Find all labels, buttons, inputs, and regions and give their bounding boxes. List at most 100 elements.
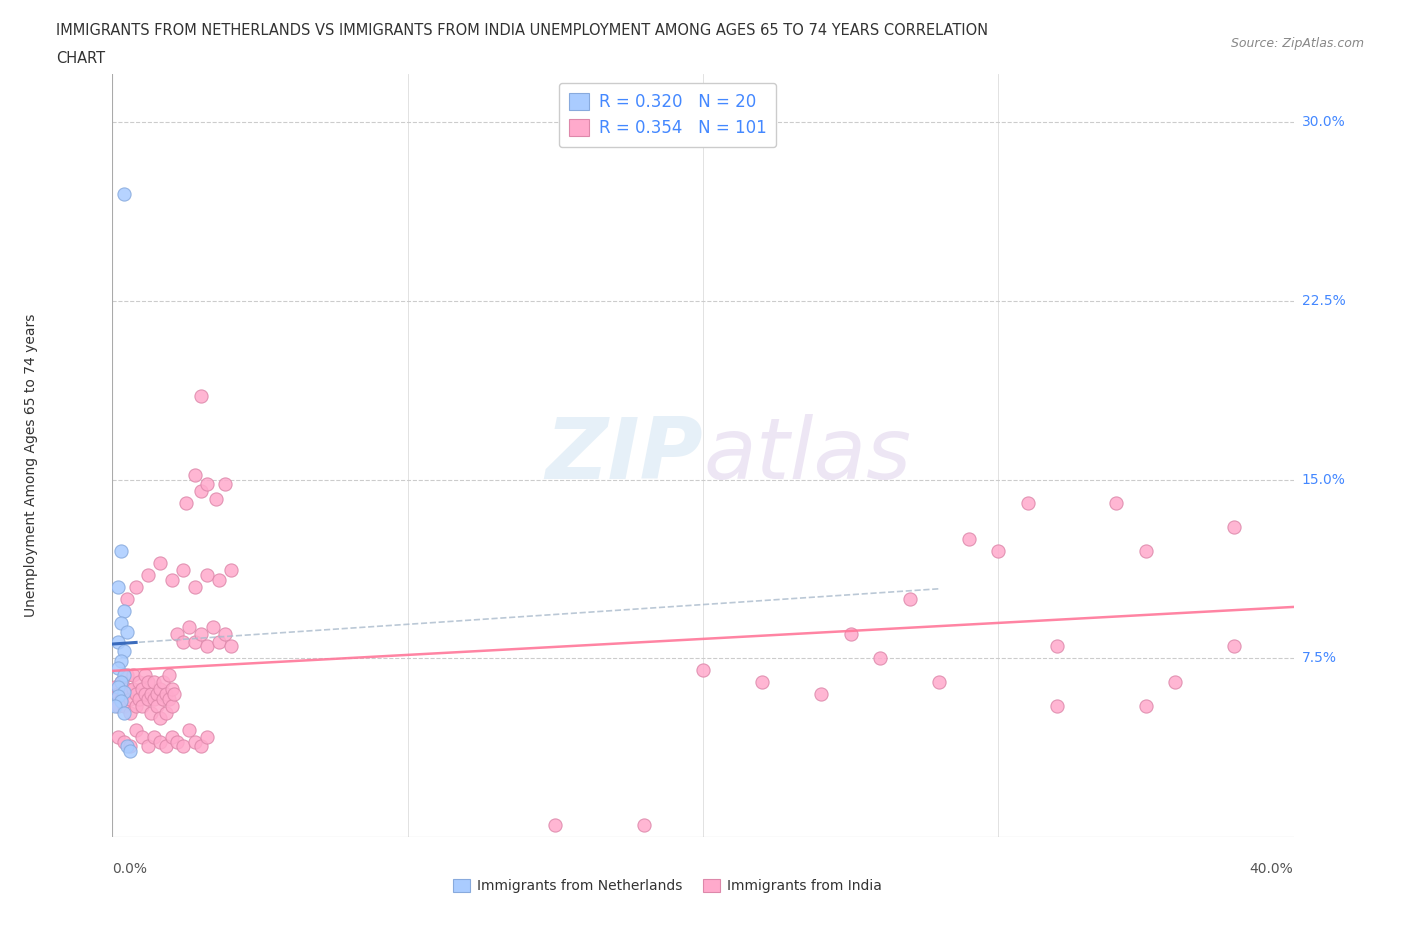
Point <box>107 698 129 713</box>
Point <box>149 711 172 725</box>
Point <box>195 639 218 654</box>
Point <box>1105 496 1128 511</box>
Point <box>120 706 142 721</box>
Point <box>544 817 567 832</box>
Point <box>155 706 177 721</box>
Point <box>110 544 132 559</box>
Text: atlas: atlas <box>703 414 911 498</box>
Point <box>987 544 1010 559</box>
Point <box>1164 674 1187 689</box>
Point <box>928 674 950 689</box>
Point <box>190 484 212 498</box>
Point <box>160 698 183 713</box>
Text: 0.0%: 0.0% <box>112 862 148 876</box>
Point <box>112 668 135 683</box>
Point <box>134 668 156 683</box>
Point <box>128 691 150 706</box>
Point <box>107 660 129 675</box>
Point <box>120 691 142 706</box>
Point <box>160 572 183 587</box>
Text: 40.0%: 40.0% <box>1250 862 1294 876</box>
Point <box>157 668 180 683</box>
Point <box>1135 698 1157 713</box>
Point <box>122 682 145 697</box>
Point <box>810 686 832 701</box>
Point <box>134 686 156 701</box>
Point <box>136 674 159 689</box>
Point <box>131 682 153 697</box>
Point <box>190 627 212 642</box>
Text: 15.0%: 15.0% <box>1302 472 1346 486</box>
Point <box>155 686 177 701</box>
Point <box>125 686 148 701</box>
Point <box>117 682 138 697</box>
Point <box>112 706 135 721</box>
Point <box>149 735 172 750</box>
Point <box>179 620 201 635</box>
Point <box>131 698 153 713</box>
Point <box>125 723 148 737</box>
Point <box>692 663 714 678</box>
Point <box>139 686 162 701</box>
Point <box>112 604 135 618</box>
Point <box>117 739 138 754</box>
Point <box>172 634 194 649</box>
Point <box>214 627 236 642</box>
Point <box>112 644 135 658</box>
Point <box>104 698 127 713</box>
Point <box>125 698 148 713</box>
Point <box>839 627 862 642</box>
Point <box>112 684 135 699</box>
Point <box>155 739 177 754</box>
Point <box>107 689 129 704</box>
Point <box>1017 496 1039 511</box>
Point <box>136 739 159 754</box>
Point <box>172 563 194 578</box>
Point <box>633 817 655 832</box>
Point <box>166 735 188 750</box>
Point <box>205 491 228 506</box>
Point <box>869 651 891 666</box>
Text: Unemployment Among Ages 65 to 74 years: Unemployment Among Ages 65 to 74 years <box>24 313 38 617</box>
Point <box>751 674 773 689</box>
Text: 30.0%: 30.0% <box>1302 115 1346 129</box>
Point <box>190 389 212 404</box>
Point <box>125 579 148 594</box>
Point <box>1223 639 1246 654</box>
Text: ZIP: ZIP <box>546 414 703 498</box>
Text: Source: ZipAtlas.com: Source: ZipAtlas.com <box>1230 37 1364 50</box>
Point <box>107 680 129 695</box>
Point <box>160 729 183 744</box>
Point <box>107 686 129 701</box>
Point <box>110 674 132 689</box>
Point <box>117 668 138 683</box>
Point <box>110 653 132 668</box>
Point <box>195 477 218 492</box>
Point <box>112 186 135 201</box>
Point <box>208 634 231 649</box>
Point <box>128 674 150 689</box>
Point <box>157 691 180 706</box>
Point <box>146 698 169 713</box>
Point <box>195 729 218 744</box>
Point <box>898 591 921 606</box>
Point <box>152 674 174 689</box>
Point <box>201 620 224 635</box>
Point <box>136 691 159 706</box>
Point <box>122 668 145 683</box>
Point <box>184 579 207 594</box>
Point <box>112 686 135 701</box>
Text: IMMIGRANTS FROM NETHERLANDS VS IMMIGRANTS FROM INDIA UNEMPLOYMENT AMONG AGES 65 : IMMIGRANTS FROM NETHERLANDS VS IMMIGRANT… <box>56 23 988 38</box>
Point <box>190 739 212 754</box>
Point <box>174 496 197 511</box>
Point <box>142 674 165 689</box>
Point <box>163 686 186 701</box>
Point <box>112 735 135 750</box>
Point <box>142 691 165 706</box>
Point <box>184 735 207 750</box>
Point <box>131 729 153 744</box>
Point <box>184 468 207 483</box>
Point <box>149 682 172 697</box>
Point <box>1046 698 1069 713</box>
Point <box>195 567 218 582</box>
